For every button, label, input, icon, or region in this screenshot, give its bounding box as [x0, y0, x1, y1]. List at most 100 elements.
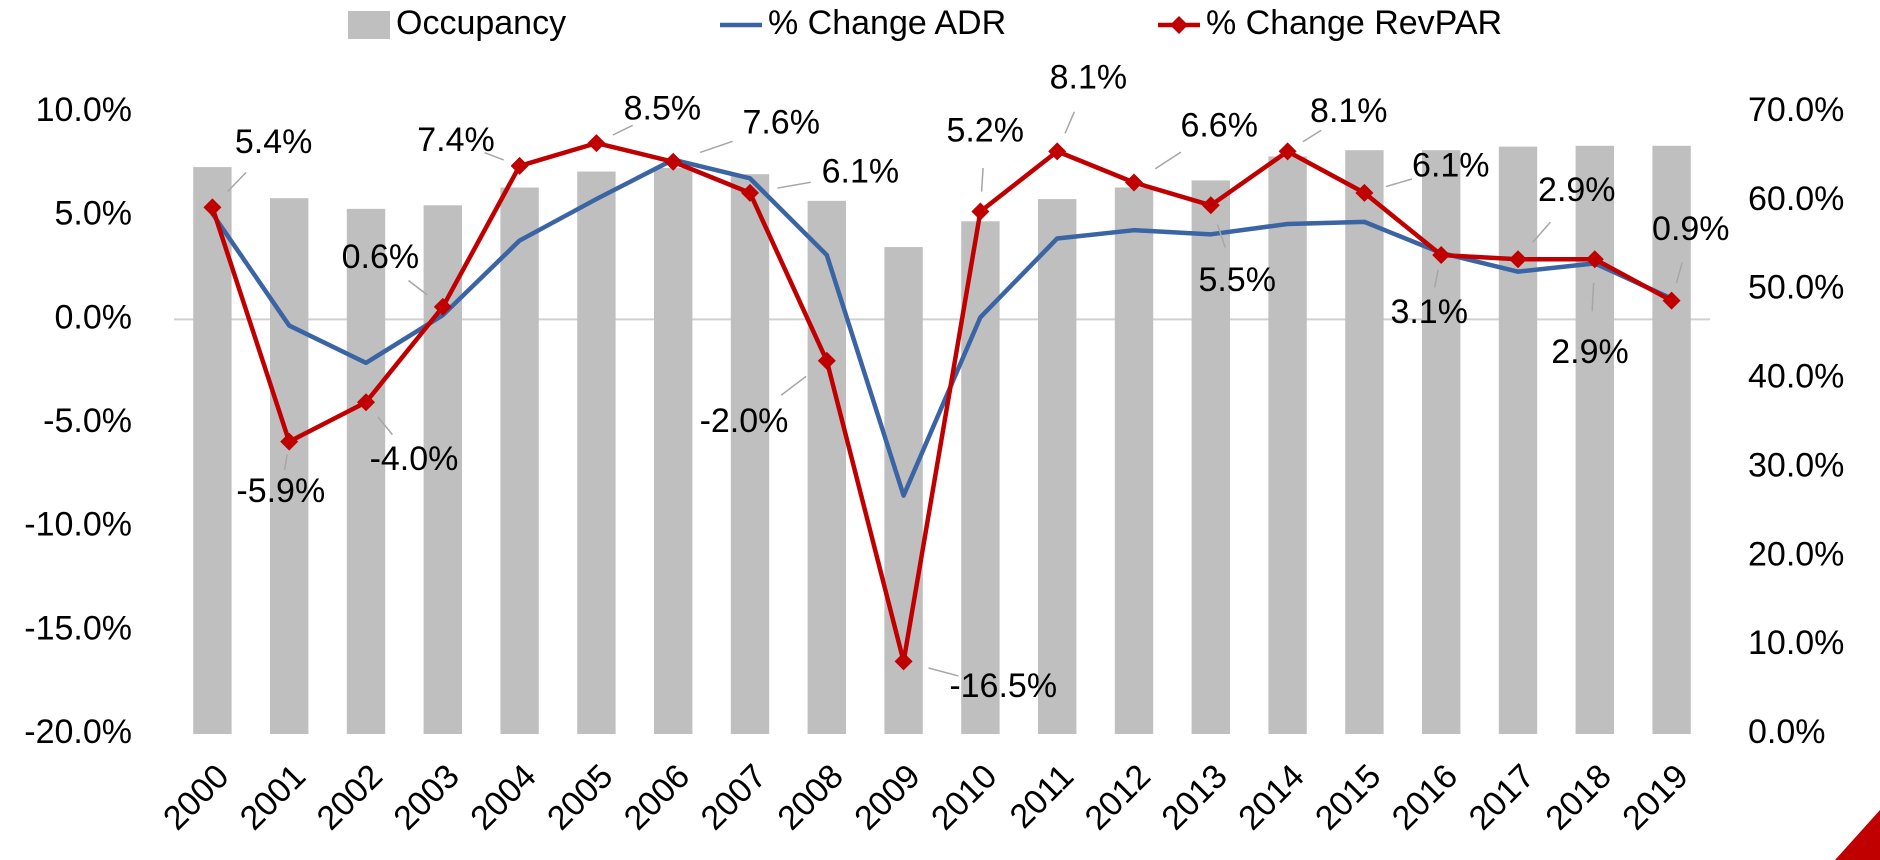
bar — [730, 174, 770, 734]
x-tick-label: 2017 — [1462, 757, 1542, 837]
y-tick-label: 5.0% — [55, 195, 133, 233]
data-label: 3.1% — [1390, 293, 1468, 331]
legend-label: % Change ADR — [768, 4, 1006, 42]
y2-tick-label: 70.0% — [1748, 91, 1844, 129]
y2-tick-label: 40.0% — [1748, 358, 1844, 396]
x-tick-label: 2010 — [924, 757, 1004, 837]
marker — [664, 152, 683, 171]
leader-line — [777, 181, 811, 189]
bar — [346, 208, 386, 735]
data-label: -2.0% — [700, 402, 789, 440]
y2-tick-label: 60.0% — [1748, 180, 1844, 218]
bar — [654, 167, 693, 735]
marker — [433, 297, 452, 316]
leader-line — [1591, 282, 1595, 312]
x-tick-label: 2003 — [386, 757, 466, 837]
bar — [1652, 145, 1691, 734]
data-label: 6.1% — [1412, 147, 1490, 185]
bar — [1114, 187, 1154, 734]
data-label: 7.6% — [742, 104, 820, 142]
leader-line — [1433, 269, 1439, 288]
data-label: 8.1% — [1050, 58, 1128, 96]
marker — [971, 202, 990, 221]
x-tick-label: 2007 — [694, 757, 774, 837]
leader-line — [1064, 111, 1076, 134]
x-tick-label: 2014 — [1231, 757, 1311, 837]
y-tick-label: -15.0% — [24, 609, 132, 647]
x-tick-label: 2001 — [233, 757, 313, 837]
data-label: -4.0% — [370, 440, 459, 478]
bar — [1422, 150, 1461, 735]
bar — [1268, 156, 1307, 734]
data-label: 2.9% — [1538, 171, 1616, 209]
leader-line — [1216, 224, 1227, 248]
y-tick-label: -10.0% — [24, 506, 132, 544]
x-tick-label: 2009 — [847, 757, 927, 837]
x-tick-label: 2006 — [617, 757, 697, 837]
marker — [741, 183, 759, 202]
y2-tick-label: 20.0% — [1748, 535, 1844, 573]
legend-label: Occupancy — [396, 4, 566, 42]
legend-marker — [1170, 16, 1188, 34]
leader-line — [980, 167, 984, 192]
y2-tick-label: 10.0% — [1748, 624, 1844, 662]
marker — [1432, 246, 1451, 265]
marker — [1125, 173, 1143, 192]
x-tick-label: 2013 — [1154, 757, 1234, 837]
marker — [1585, 250, 1604, 269]
bar — [1575, 145, 1614, 734]
leader-line — [1675, 262, 1683, 284]
line — [210, 157, 1673, 498]
data-label: 0.9% — [1652, 210, 1730, 248]
y-tick-label: -20.0% — [24, 713, 132, 751]
leader-line — [408, 279, 428, 296]
marker — [1278, 142, 1297, 161]
leader-line — [1302, 129, 1322, 143]
data-label: 7.4% — [417, 121, 495, 159]
x-tick-label: 2015 — [1308, 757, 1388, 837]
marker — [1662, 291, 1681, 310]
bar — [1038, 199, 1077, 734]
x-tick-label: 2011 — [1003, 757, 1082, 836]
x-tick-label: 2012 — [1078, 757, 1158, 837]
leader-line — [1154, 151, 1182, 170]
legend-swatch — [348, 11, 390, 39]
marker — [1201, 196, 1220, 215]
marker — [510, 156, 529, 175]
data-label: 5.4% — [235, 123, 313, 161]
data-label: 6.6% — [1180, 106, 1258, 144]
data-label: 2.9% — [1551, 333, 1629, 371]
x-tick-label: 2018 — [1538, 757, 1618, 837]
data-label: 8.5% — [624, 90, 702, 128]
data-label: 6.1% — [822, 153, 900, 191]
marker — [817, 351, 836, 370]
marker — [1048, 142, 1067, 161]
leader-line — [484, 152, 504, 161]
data-label: 5.2% — [946, 111, 1024, 149]
y-tick-label: 10.0% — [36, 91, 132, 129]
bar — [1345, 150, 1384, 735]
data-label: -16.5% — [949, 667, 1057, 705]
leader-line — [699, 140, 733, 154]
data-label: -5.9% — [236, 472, 325, 510]
bar — [807, 200, 846, 734]
data-label: 8.1% — [1310, 92, 1388, 130]
leader-line — [1385, 178, 1413, 188]
marker — [1355, 183, 1374, 202]
corner-decoration — [1835, 810, 1880, 860]
leader-line — [283, 454, 288, 471]
bar — [270, 198, 309, 735]
marker — [1509, 250, 1527, 269]
bar — [423, 205, 462, 735]
bar — [193, 167, 232, 734]
leader-line — [1532, 221, 1551, 243]
x-tick-label: 2000 — [156, 757, 236, 837]
bar — [577, 171, 616, 734]
data-label: 5.5% — [1198, 261, 1276, 299]
x-tick-label: 2004 — [463, 757, 543, 837]
data-label: 0.6% — [342, 238, 420, 276]
marker — [203, 198, 222, 217]
y2-tick-label: 0.0% — [1748, 713, 1826, 751]
